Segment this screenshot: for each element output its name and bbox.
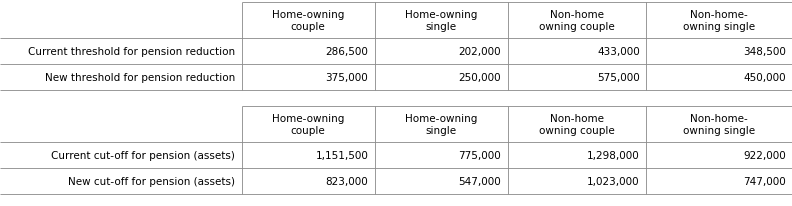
Text: Home-owning
single: Home-owning single <box>405 10 478 32</box>
Text: Non-home
owning couple: Non-home owning couple <box>539 113 615 136</box>
Text: Non-home-
owning single: Non-home- owning single <box>683 10 756 32</box>
Text: 286,500: 286,500 <box>326 47 368 57</box>
Text: 433,000: 433,000 <box>597 47 640 57</box>
Text: New cut-off for pension (assets): New cut-off for pension (assets) <box>68 176 235 186</box>
Text: 747,000: 747,000 <box>743 176 786 186</box>
Text: Non-home-
owning single: Non-home- owning single <box>683 113 756 136</box>
Text: 1,023,000: 1,023,000 <box>588 176 640 186</box>
Text: 547,000: 547,000 <box>459 176 501 186</box>
Text: Non-home
owning couple: Non-home owning couple <box>539 10 615 32</box>
Text: New threshold for pension reduction: New threshold for pension reduction <box>45 73 235 83</box>
Text: 202,000: 202,000 <box>459 47 501 57</box>
Text: 823,000: 823,000 <box>326 176 368 186</box>
Text: 575,000: 575,000 <box>597 73 640 83</box>
Text: 775,000: 775,000 <box>459 150 501 160</box>
Text: Home-owning
couple: Home-owning couple <box>272 113 345 136</box>
Text: 1,151,500: 1,151,500 <box>315 150 368 160</box>
Text: 450,000: 450,000 <box>743 73 786 83</box>
Text: 922,000: 922,000 <box>743 150 786 160</box>
Text: Home-owning
single: Home-owning single <box>405 113 478 136</box>
Text: Current cut-off for pension (assets): Current cut-off for pension (assets) <box>51 150 235 160</box>
Text: 1,298,000: 1,298,000 <box>587 150 640 160</box>
Text: Current threshold for pension reduction: Current threshold for pension reduction <box>28 47 235 57</box>
Text: 348,500: 348,500 <box>743 47 786 57</box>
Text: 250,000: 250,000 <box>459 73 501 83</box>
Text: Home-owning
couple: Home-owning couple <box>272 10 345 32</box>
Text: 375,000: 375,000 <box>326 73 368 83</box>
